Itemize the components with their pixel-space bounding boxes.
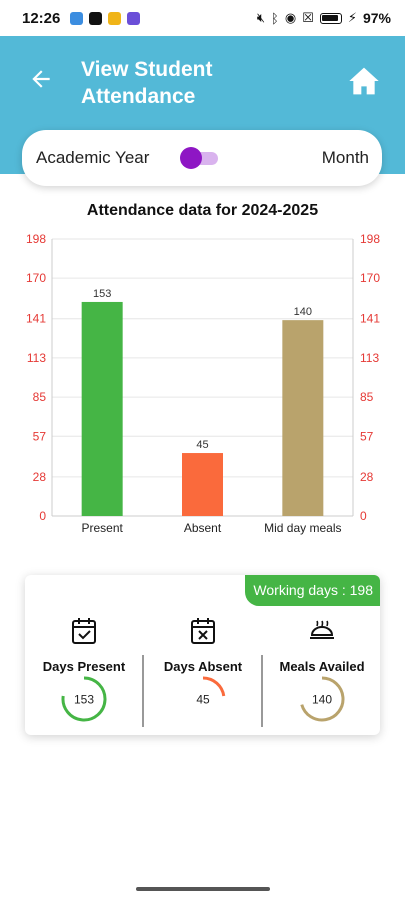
meals-availed-value: 140 [312,693,332,707]
bluetooth-icon: ᛒ [271,10,279,26]
days-absent-value: 45 [196,693,210,707]
calendar-x-icon [191,618,215,644]
x-category-label: Present [81,521,123,535]
arrow-left-icon [32,70,50,88]
status-bar: 12:26 🔇︎ ᛒ ◉ ☒ ⚡︎ 97% [0,0,405,36]
chart-title: Attendance data for 2024-2025 [86,202,319,219]
y-tick-label-left: 170 [26,271,46,285]
y-tick-label-right: 57 [360,429,374,443]
y-tick-label-right: 28 [360,470,374,484]
attendance-summary-card: Working days : 198 Days Present 153 [25,575,380,735]
home-indicator-bar[interactable] [136,887,270,891]
youtube-notification-icon [89,11,103,25]
days-absent-ring: 45 [196,676,226,707]
switch-knob[interactable] [180,147,202,169]
game-notification-icon [127,11,141,25]
y-tick-label-left: 57 [33,429,47,443]
y-tick-label-left: 28 [33,470,47,484]
month-label[interactable]: Month [321,148,369,167]
y-tick-label-left: 85 [33,390,47,404]
days-absent-label: Days Absent [163,659,243,674]
y-tick-label-left: 113 [27,351,46,365]
attendance-chart-svg: 0 0 28 28 57 57 85 85 113 113 141 141 170 170 198 198 15… [26,232,380,535]
y-tick-label-left: 198 [26,232,46,246]
days-present-ring: 153 [61,676,107,722]
battery-icon [319,12,342,24]
wifi-icon: ◉ [284,10,297,25]
charging-icon: ⚡︎ [347,10,357,25]
bar-mid-day-meals [282,320,324,516]
days-present-arc [61,676,107,722]
status-app-icons [70,11,141,25]
x-category-label: Absent [184,521,222,535]
battery-percent: 97% [362,10,391,26]
bar-present [81,301,123,516]
y-tick-label-right: 198 [360,232,380,246]
bar-value-label: 45 [196,439,208,451]
meals-availed-label: Meals Availed [279,659,365,674]
attendance-chart: 0 0 28 28 57 57 85 85 113 113 141 141 170 170 198 198 15… [0,228,405,538]
sim-off-icon: ☒ [302,10,314,25]
back-button[interactable] [26,64,56,94]
status-time: 12:26 [22,9,61,27]
shield-notification-icon [108,11,122,25]
days-present-label: Days Present [42,659,126,674]
days-present-stat: Days Present 153 [25,615,143,725]
calendar-check-icon [72,618,96,644]
days-absent-stat: Days Absent 45 [144,615,262,725]
x-category-label: Mid day meals [264,521,341,535]
page-title: View Student Attendance [81,58,213,108]
y-tick-label-left: 0 [39,509,46,523]
stat-divider [142,655,144,727]
y-tick-label-right: 113 [360,351,379,365]
meals-availed-arc [300,676,345,722]
bar-value-label: 153 [93,288,111,300]
days-present-value: 153 [74,693,94,707]
bar-absent [182,453,223,516]
meals-availed-stat: Meals Availed 140 [263,615,381,725]
status-indicators: 🔇︎ ᛒ ◉ ☒ ⚡︎ 97% [257,10,391,26]
y-tick-label-right: 85 [360,390,374,404]
meal-tray-icon [310,620,334,639]
period-toggle-card: Academic Year Month [22,130,382,186]
bar-value-label: 140 [294,306,312,318]
mute-icon: 🔇︎ [256,10,266,25]
y-tick-label-right: 170 [360,271,380,285]
period-switch[interactable] [180,147,218,169]
y-tick-label-right: 0 [360,509,367,523]
stat-divider [261,655,263,727]
days-absent-arc [202,676,226,697]
meals-availed-ring: 140 [300,676,345,722]
y-tick-label-left: 141 [26,312,46,326]
home-button[interactable] [348,66,380,96]
academic-year-label[interactable]: Academic Year [36,148,150,167]
home-icon [349,67,379,95]
y-tick-label-right: 141 [360,312,380,326]
app-notification-icon [70,11,84,25]
working-days-badge: Working days : 198 [245,575,380,606]
